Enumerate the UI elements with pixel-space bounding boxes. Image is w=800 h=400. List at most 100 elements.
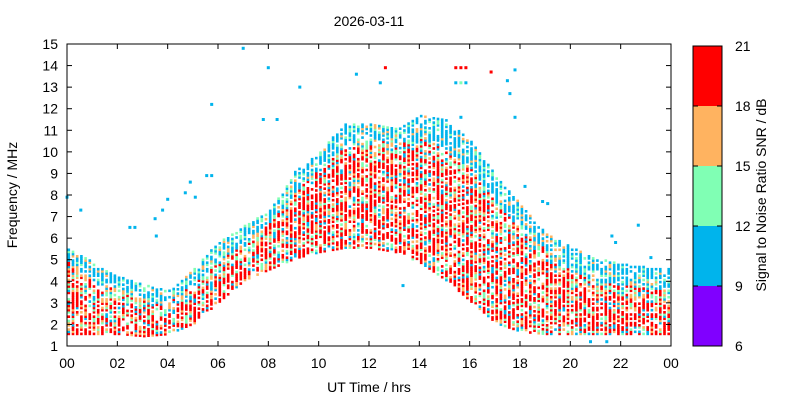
heatmap-cell [436,251,440,254]
heatmap-cell [415,158,419,161]
heatmap-cell [440,234,444,238]
heatmap-cell [445,239,448,243]
heatmap-cell [113,293,117,297]
heatmap-cell [348,138,352,142]
heatmap-cell [424,240,427,244]
heatmap-cell [667,326,670,329]
heatmap-cell [71,267,75,271]
heatmap-cell [222,266,226,269]
heatmap-cell [566,250,570,254]
heatmap-cell [587,313,591,316]
heatmap-cell [428,206,431,210]
heatmap-cell [499,247,503,251]
heatmap-cell [445,222,448,226]
heatmap-cell [382,226,385,230]
heatmap-cell [541,261,545,264]
heatmap-cell [189,323,192,327]
heatmap-cell [386,212,389,216]
heatmap-cell [357,203,360,206]
heatmap-cell [629,270,633,273]
heatmap-cell [440,144,444,147]
heatmap-cell [424,137,427,140]
heatmap-cell [579,255,582,258]
heatmap-cell [336,170,339,173]
heatmap-cell [382,248,385,252]
heatmap-cell [344,132,347,135]
heatmap-cell [281,193,285,197]
heatmap-cell [264,250,268,253]
heatmap-cell [403,185,406,188]
heatmap-cell [214,301,217,305]
heatmap-cell [235,249,238,252]
heatmap-cell [432,246,436,249]
heatmap-cell [503,266,507,270]
heatmap-cell [440,228,444,231]
heatmap-cell [189,295,192,299]
heatmap-cell [378,239,381,242]
heatmap-cell [516,214,519,218]
heatmap-cell [440,202,444,206]
heatmap-cell [596,328,599,331]
heatmap-cell [96,293,100,297]
heatmap-cell [159,331,163,334]
heatmap-cell [185,286,188,290]
heatmap-cell [390,142,394,145]
heatmap-cell [566,274,570,277]
heatmap-cell [453,275,457,278]
heatmap-cell [185,278,188,281]
heatmap-cell [390,187,394,190]
heatmap-cell [470,218,473,221]
heatmap-cell [570,291,574,295]
heatmap-cell [419,147,423,150]
heatmap-cell [562,246,566,249]
heatmap-cell [67,248,71,252]
heatmap-cell [369,123,373,126]
heatmap-cell [579,332,582,336]
heatmap-cell [344,207,347,211]
heatmap-cell [612,319,616,323]
heatmap-cell [197,296,201,300]
heatmap-cell [298,212,301,216]
heatmap-cell [487,247,490,251]
heatmap-cell [319,157,322,161]
heatmap-cell [520,209,524,213]
heatmap-cell [352,220,356,223]
heatmap-cell [495,226,498,230]
heatmap-cell [256,230,259,233]
heatmap-cell [524,324,528,327]
heatmap-cell [457,140,461,144]
heatmap-cell [319,190,322,193]
heatmap-cell [382,149,385,152]
heatmap-cell [428,230,431,234]
heatmap-cell [474,271,477,275]
heatmap-cell [294,218,297,221]
heatmap-cell [189,271,192,275]
heatmap-cell [407,187,410,190]
heatmap-cell [461,247,465,251]
heatmap-cell [550,306,553,310]
outlier-cell [266,66,270,70]
heatmap-cell [432,181,436,185]
heatmap-cell [608,302,612,305]
heatmap-cell [541,263,545,266]
heatmap-cell [436,227,440,231]
heatmap-cell [470,255,473,258]
heatmap-cell [529,324,532,328]
heatmap-cell [591,308,595,312]
heatmap-cell [541,243,545,247]
heatmap-cell [352,203,356,206]
heatmap-cell [537,312,540,316]
heatmap-cell [516,285,519,289]
heatmap-cell [306,215,310,218]
heatmap-cell [436,182,440,185]
heatmap-cell [331,220,335,223]
heatmap-cell [428,165,431,169]
heatmap-cell [298,247,301,250]
heatmap-cell [352,207,356,211]
heatmap-cell [411,132,415,136]
heatmap-cell [126,279,129,282]
heatmap-cell [474,275,477,279]
heatmap-cell [382,185,385,189]
heatmap-cell [545,306,549,310]
